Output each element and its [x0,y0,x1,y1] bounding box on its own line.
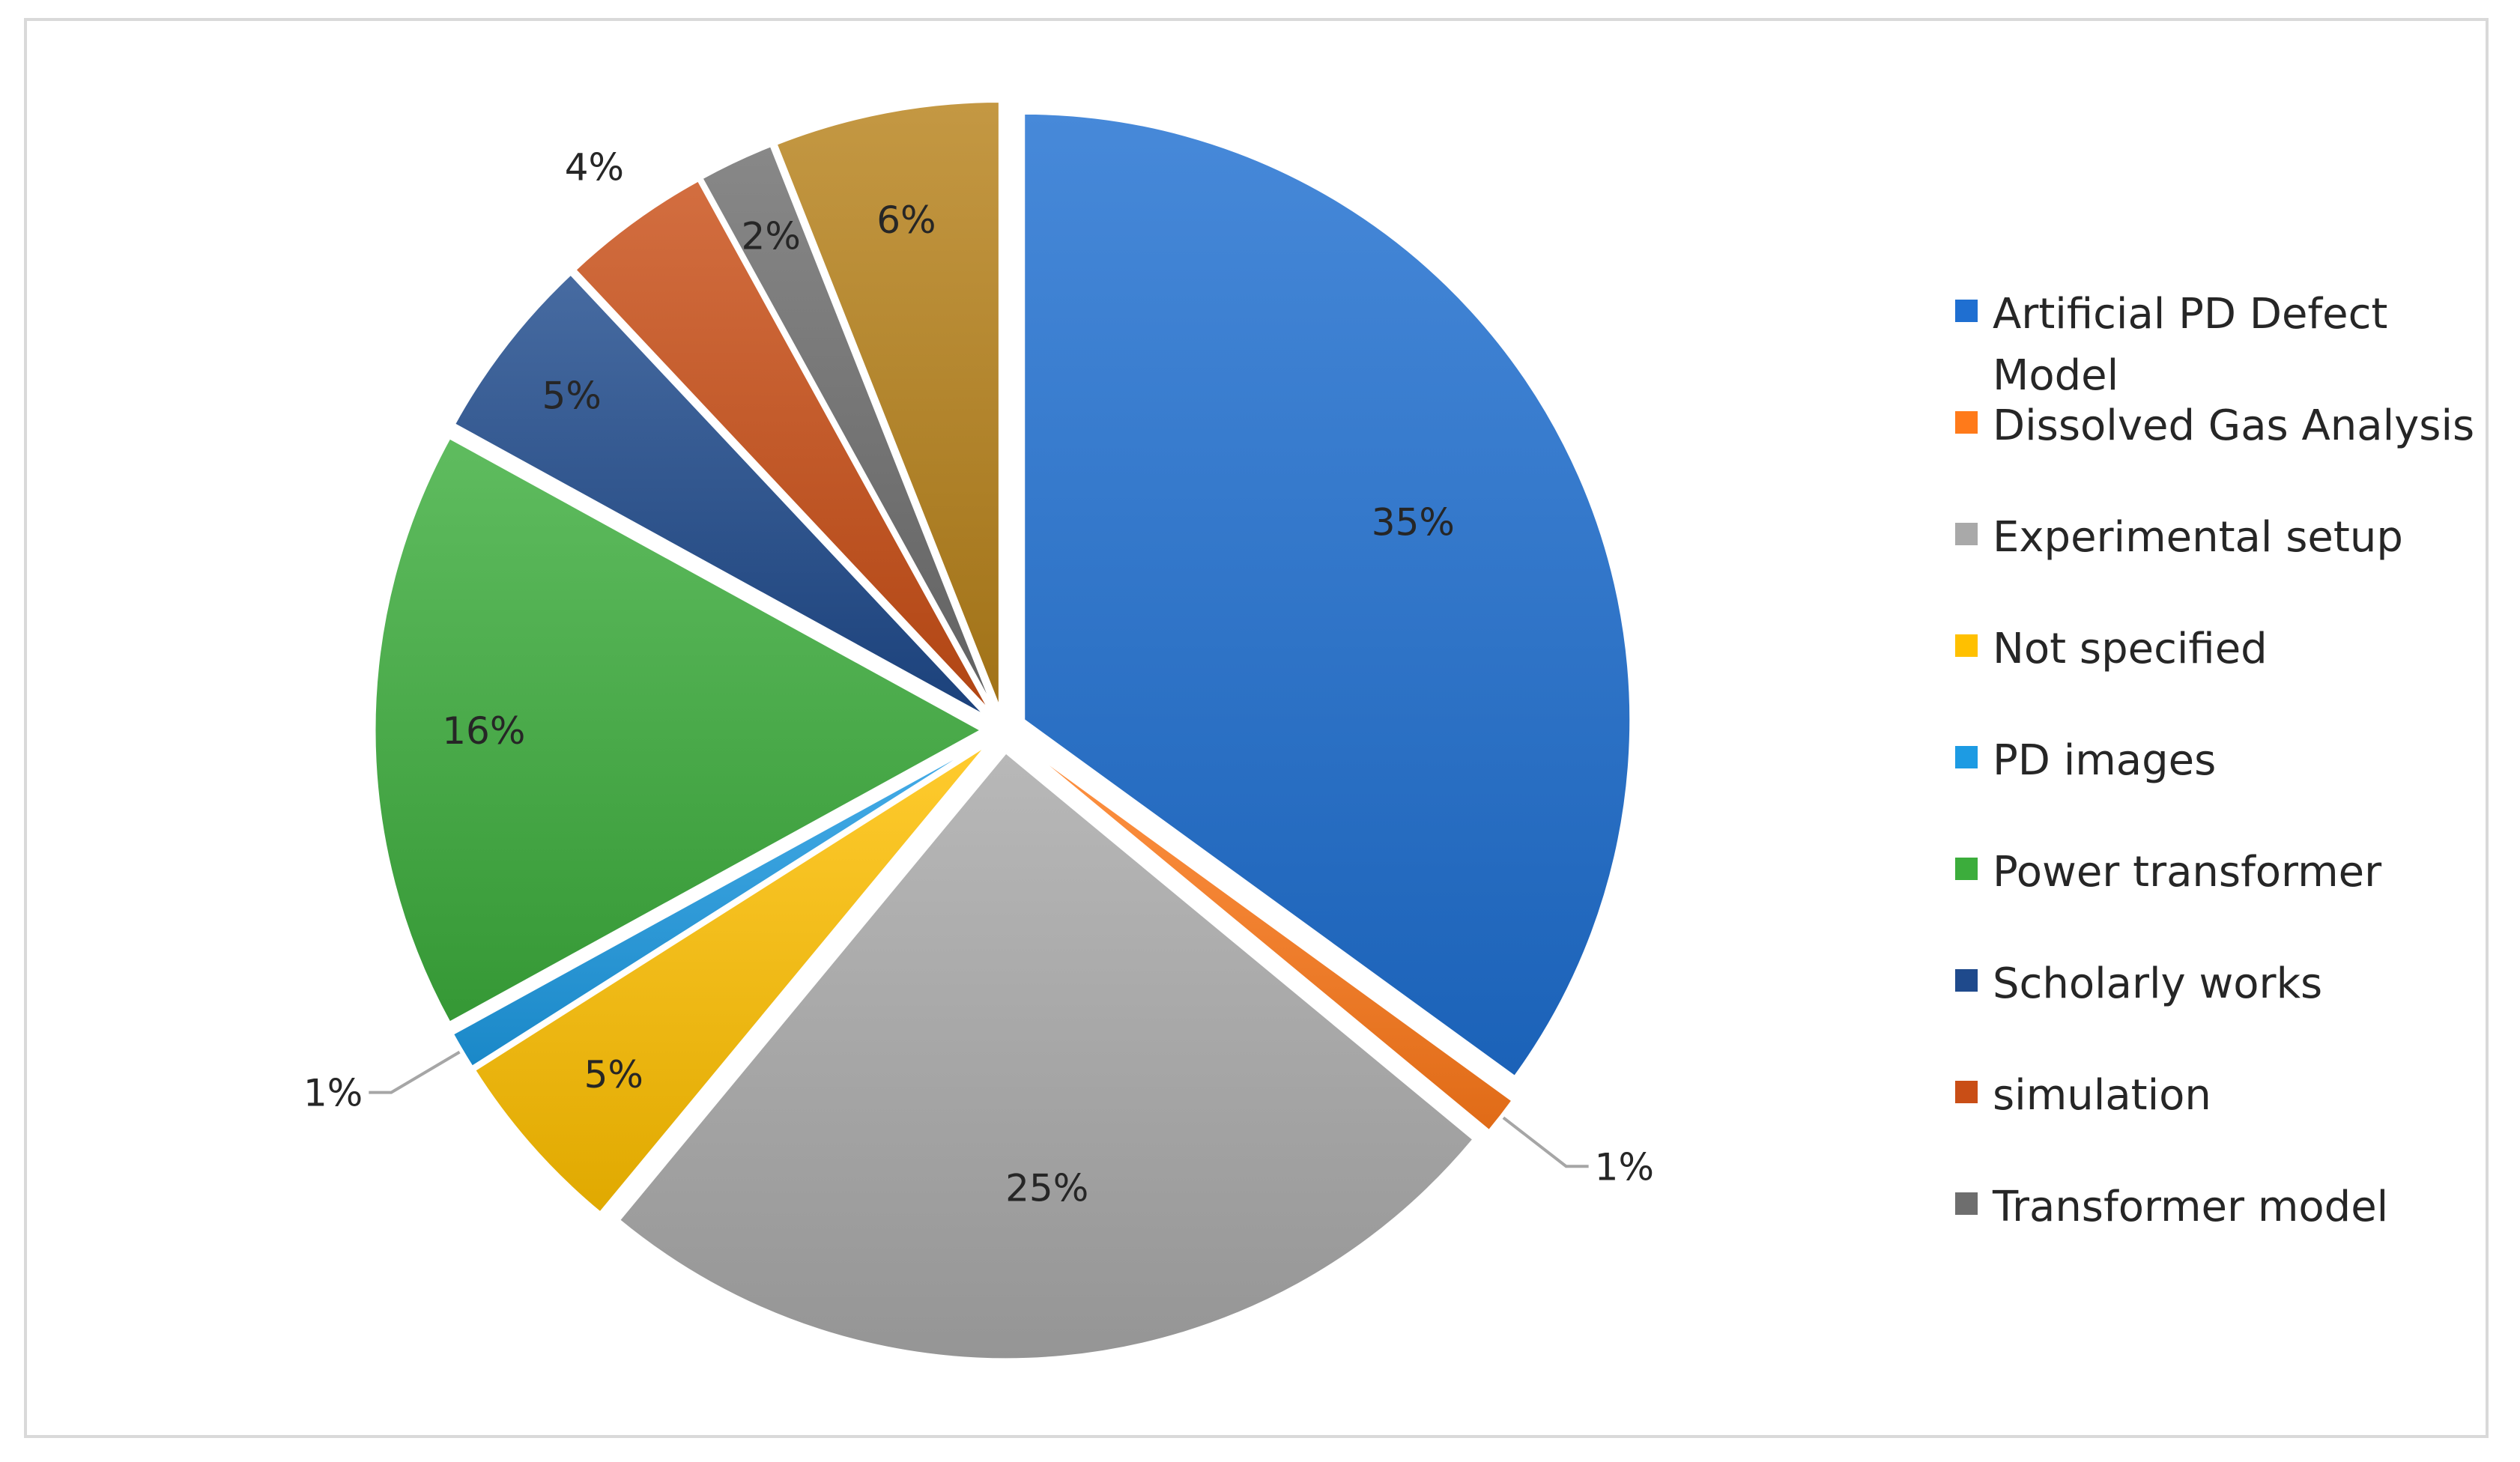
legend-swatch-simulation [1955,1081,1978,1103]
pie-slice-power-transformer [373,436,984,1025]
data-label-experimental-setup: 25% [1005,1166,1088,1210]
legend-label-scholarly-works: Scholarly works [1993,959,2322,1008]
legend-swatch-scholarly-works [1955,969,1978,992]
pie-slice-dissolved-gas-analysis [1020,743,1515,1132]
data-label-pd-images: 1% [303,1072,363,1115]
slice-labels: 35% 1% 25% 5% 1% 16% 5% 4% 2% 6% [303,146,1654,1210]
data-label-scholarly-works: 5% [542,374,602,418]
leader-line-dissolved-gas-analysis [1502,1116,1589,1168]
legend-label-power-transformer: Power transformer [1993,848,2382,897]
legend-label-transformer-model: Transformer model [1992,1183,2388,1231]
legend-label-dissolved-gas-analysis: Dissolved Gas Analysis [1993,401,2474,450]
pie-slice-artificial-pd-defect-model [1023,112,1632,1079]
leader-line-pd-images [369,1050,461,1094]
data-label-power-transformer: 16% [442,709,525,753]
legend-swatch-experimental-setup [1955,523,1978,545]
data-label-transformer-model: 2% [742,214,801,258]
data-label-simulation: 4% [565,146,624,189]
pie-slice-other [775,100,1001,709]
legend-label-artificial-pd-defect-model: Artificial PD Defect Model [1993,290,2387,400]
data-label-artificial-pd-defect-model: 35% [1372,501,1455,545]
legend-label-simulation: simulation [1993,1071,2211,1120]
leader-lines [369,1050,1589,1168]
pie-slice-simulation [573,178,992,713]
data-label-dissolved-gas-analysis: 1% [1595,1145,1654,1189]
legend-swatch-not-specified [1955,634,1978,657]
legend-swatch-transformer-model [1955,1192,1978,1215]
legend-swatch-artificial-pd-defect-model [1955,300,1978,322]
pie-slices [373,100,1632,1361]
legend-label-not-specified: Not specified [1993,625,2268,673]
pie-slice-pd-images [451,740,985,1069]
pie-slice-not-specified [473,744,988,1215]
legend-swatch-pd-images [1955,746,1978,768]
legend-swatch-power-transformer [1955,858,1978,880]
legend-label-experimental-setup: Experimental setup [1993,513,2403,562]
legend-label-pd-images: PD images [1993,736,2216,785]
pie-slice-experimental-setup [617,750,1476,1361]
data-label-other: 6% [876,198,936,242]
pie-slice-scholarly-works [452,273,987,718]
data-label-not-specified: 5% [584,1053,643,1096]
pie-slice-transformer-model [700,144,996,711]
legend-swatch-dissolved-gas-analysis [1955,411,1978,434]
